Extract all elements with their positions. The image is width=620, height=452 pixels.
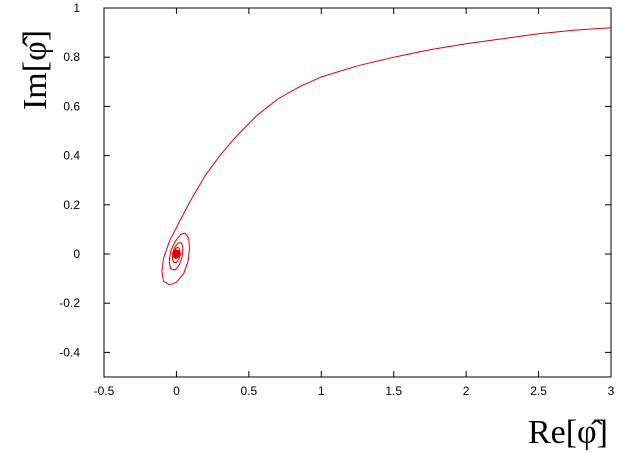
- series-line: [161, 27, 612, 286]
- y-tick-label: 0.2: [63, 198, 80, 212]
- x-tick-label: 2: [463, 384, 470, 398]
- plot-frame: [103, 7, 612, 378]
- x-tick-label: 1: [318, 384, 325, 398]
- y-tick-label: 0.4: [63, 149, 80, 163]
- x-tick-label: -0.5: [94, 384, 115, 398]
- x-tick-label: 0: [173, 384, 180, 398]
- y-axis-title: Im[φ̂]: [17, 30, 54, 110]
- y-tick-label: -0.2: [59, 296, 80, 310]
- y-tick-label: 0.6: [63, 99, 80, 113]
- x-tick-label: 2.5: [530, 384, 547, 398]
- y-tick-label: 1: [73, 1, 80, 15]
- y-tick-label: -0.4: [59, 345, 80, 359]
- x-axis-title: Re[φ̂]: [528, 414, 608, 451]
- y-tick-label: 0: [73, 247, 80, 261]
- x-tick-label: 0.5: [241, 384, 258, 398]
- y-tick-label: 0.8: [63, 50, 80, 64]
- spiral-center-point: [171, 249, 181, 259]
- x-tick-label: 3: [608, 384, 615, 398]
- x-tick-label: 1.5: [385, 384, 402, 398]
